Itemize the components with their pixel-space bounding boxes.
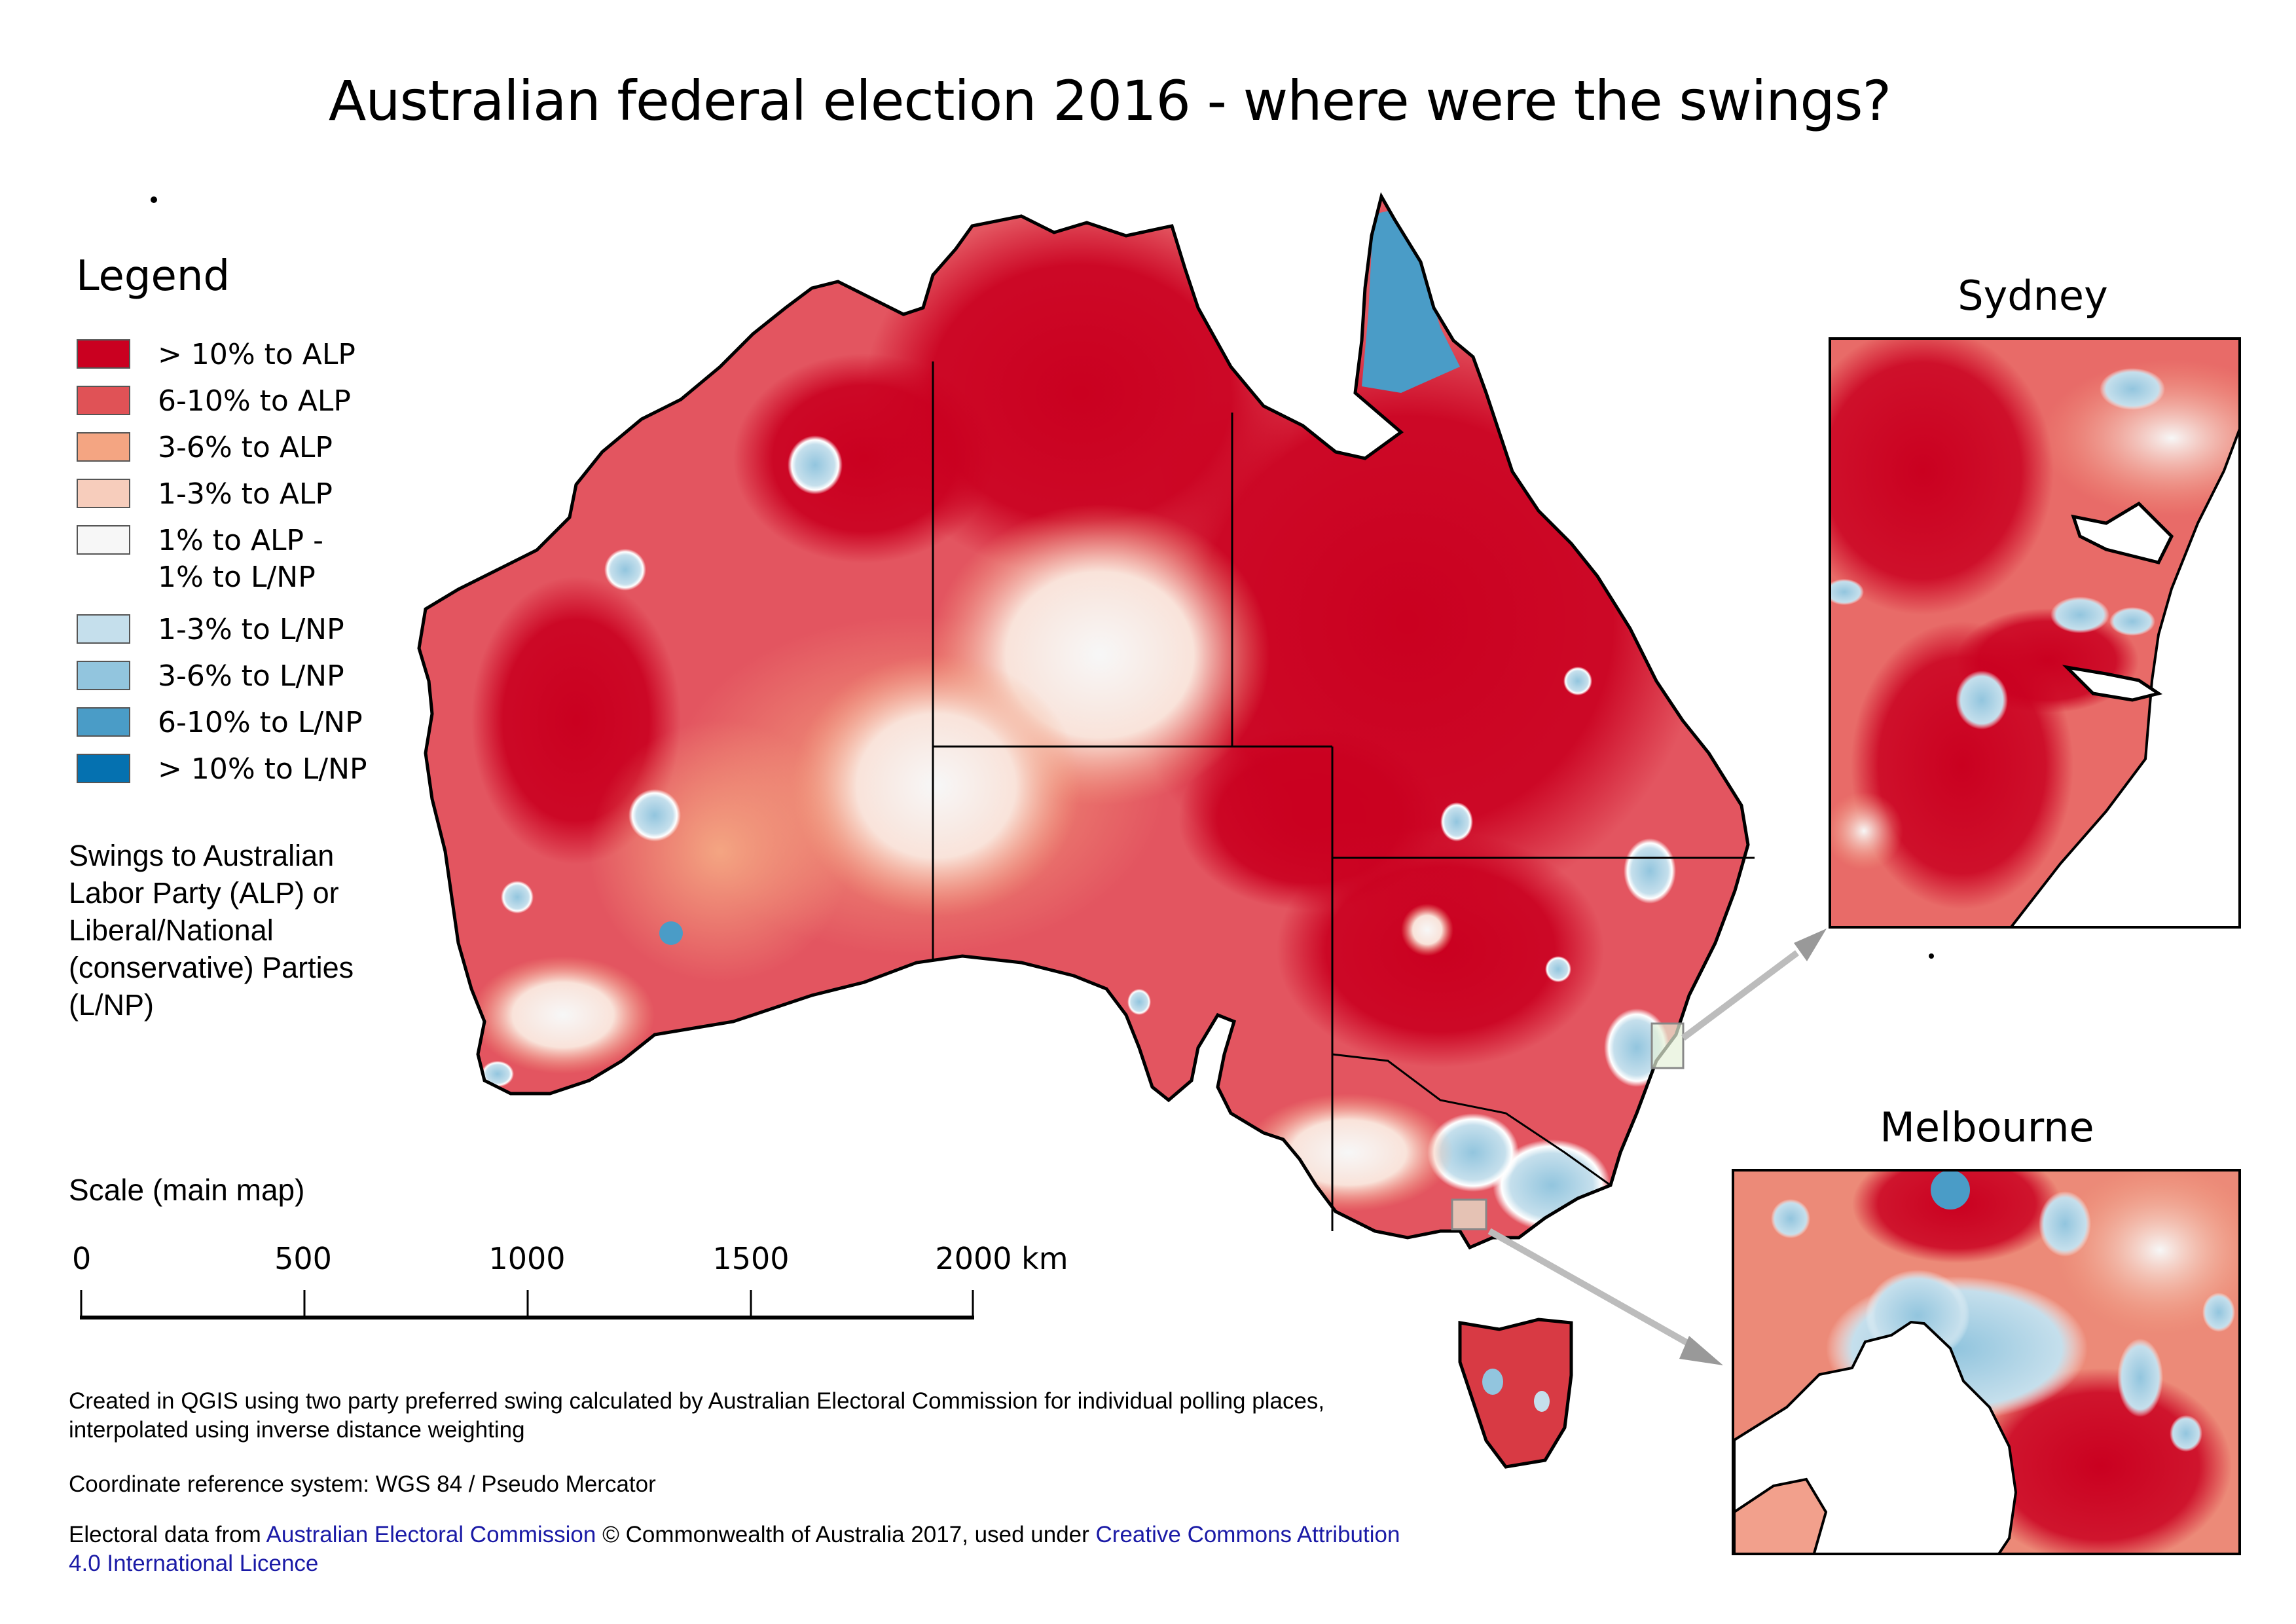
melbourne-locator [1451,1198,1487,1230]
legend-swatch [77,661,130,690]
scale-bar [80,1290,974,1320]
legend-label: 1% to ALP - 1% to L/NP [158,524,323,594]
scale-tick-label: 500 [274,1241,332,1276]
legend-swatch [77,525,130,555]
legend-item: 1-3% to ALP [77,476,367,523]
legend-label: > 10% to L/NP [158,752,367,786]
scale-tick-label: 0 [72,1241,92,1276]
sydney-locator [1650,1022,1685,1069]
legend-label: 6-10% to L/NP [158,706,363,739]
footer-source-middle: © Commonwealth of Australia 2017, used u… [596,1522,1096,1547]
legend-swatch [77,339,130,369]
legend-label: 6-10% to ALP [158,384,351,418]
licence-link[interactable]: Creative Commons Attribution 4.0 Interna… [69,1522,1400,1576]
legend-item: 1-3% to L/NP [77,612,367,658]
sydney-inset [1829,337,2241,929]
aec-link[interactable]: Australian Electoral Commission [266,1522,596,1547]
legend-label: 3-6% to L/NP [158,659,344,693]
tasmania [1458,1318,1573,1469]
legend-swatch [77,614,130,644]
scale-title: Scale (main map) [69,1173,305,1207]
melbourne-inset-map [1734,1172,2238,1553]
legend-item: 6-10% to ALP [77,383,367,430]
legend-description: Swings to Australian Labor Party (ALP) o… [69,839,354,1022]
map-title: Australian federal election 2016 - where… [328,69,1891,133]
footer-crs: Coordinate reference system: WGS 84 / Ps… [69,1471,656,1497]
legend-item: 3-6% to L/NP [77,658,367,705]
scale-tick-label: 2000 km [935,1241,1068,1276]
legend-label: > 10% to ALP [158,338,355,371]
melbourne-arrow [1487,1228,1723,1365]
legend-item: > 10% to ALP [77,337,367,383]
legend-label: 1-3% to L/NP [158,613,344,646]
legend-item: 6-10% to L/NP [77,705,367,751]
sydney-inset-title: Sydney [1958,272,2108,320]
legend-swatch [77,754,130,783]
footer-method: Created in QGIS using two party preferre… [69,1388,1325,1443]
melbourne-inset [1732,1169,2241,1555]
scale-tick-label: 1000 [488,1241,566,1276]
legend-swatch [77,432,130,462]
legend-swatch [77,386,130,415]
scale-tick-label: 1500 [712,1241,790,1276]
legend-item: 1% to ALP - 1% to L/NP [77,523,367,612]
footer-source: Electoral data from Australian Electoral… [69,1521,1411,1578]
state-borders [932,361,1755,1231]
sydney-arrow [1681,929,1827,1041]
legend-label: 1-3% to ALP [158,477,333,511]
melbourne-inset-title: Melbourne [1880,1103,2094,1151]
legend-swatch [77,707,130,737]
footer-source-prefix: Electoral data from [69,1522,266,1547]
legend-item: 3-6% to ALP [77,430,367,476]
legend-list: > 10% to ALP 6-10% to ALP 3-6% to ALP 1-… [77,337,367,798]
legend-swatch [77,479,130,508]
legend-title: Legend [76,252,230,301]
legend-label: 3-6% to ALP [158,431,333,464]
legend-item: > 10% to L/NP [77,751,367,798]
sydney-inset-map [1831,340,2238,926]
